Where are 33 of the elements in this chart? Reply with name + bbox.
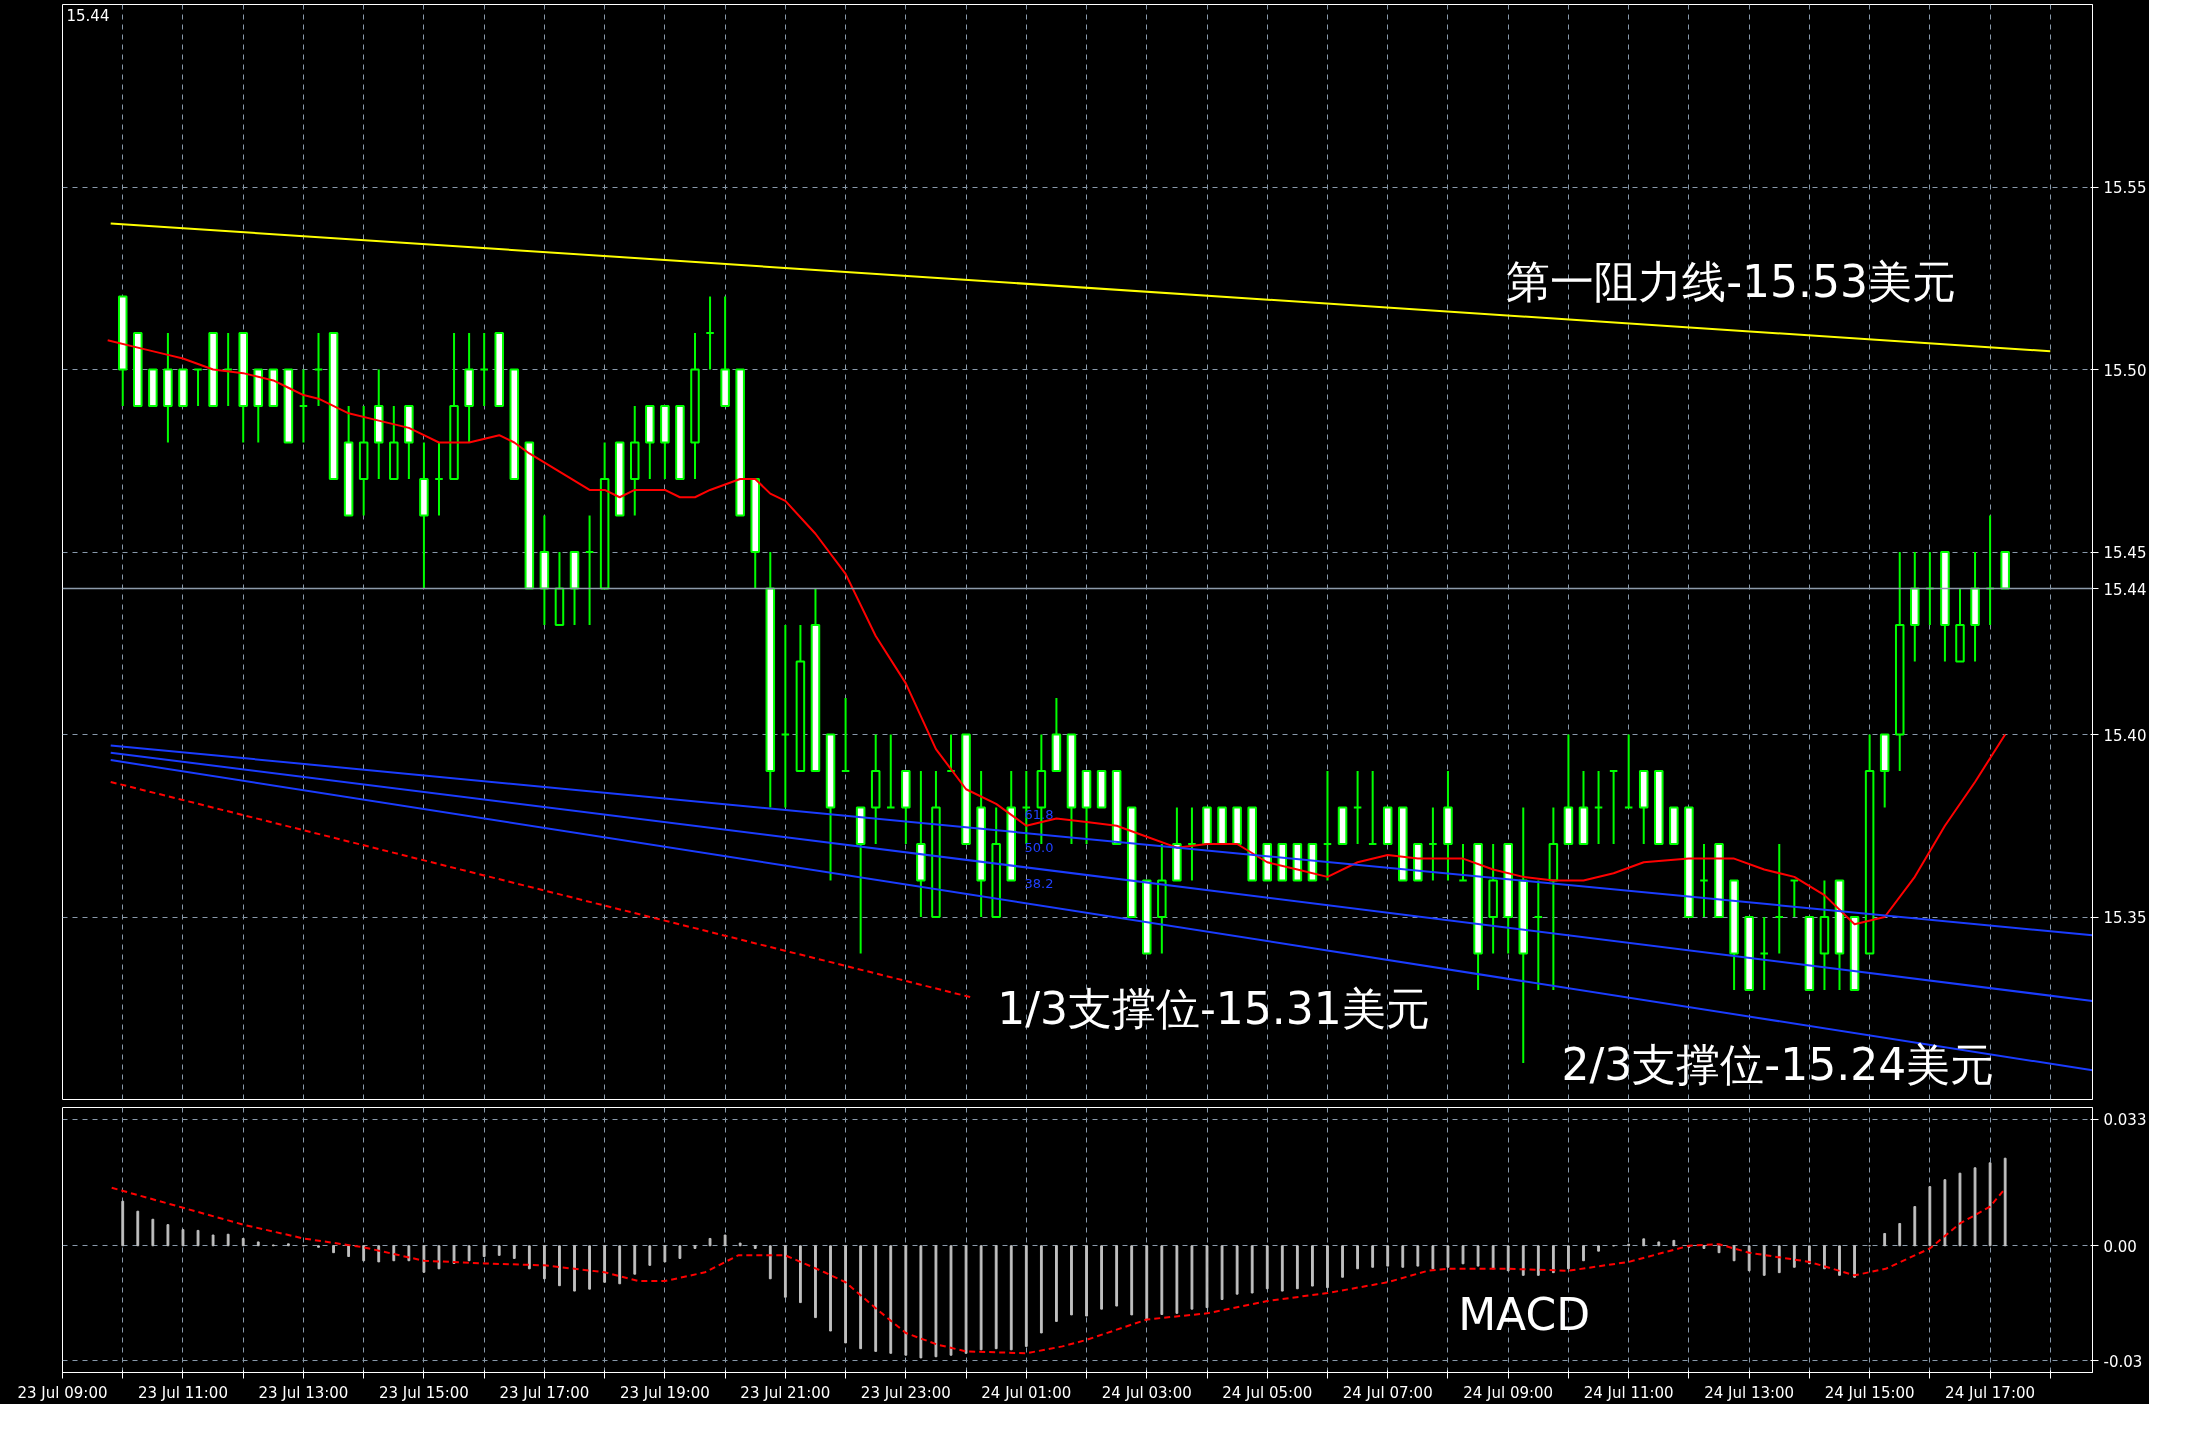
annotation: 38.2 xyxy=(1024,876,1054,892)
x-tick-label: 24 Jul 03:00 xyxy=(1101,1383,1192,1402)
y-tick-label: 0.033 xyxy=(2103,1111,2147,1130)
annotation: 50.0 xyxy=(1024,840,1054,856)
y-tick-label: 15.45 xyxy=(2103,544,2147,562)
x-tick-label: 24 Jul 07:00 xyxy=(1342,1383,1433,1402)
y-tick-label: 15.50 xyxy=(2103,361,2147,380)
x-tick-label: 23 Jul 23:00 xyxy=(860,1383,951,1402)
x-tick-label: 24 Jul 05:00 xyxy=(1222,1383,1313,1402)
x-tick-label: 24 Jul 17:00 xyxy=(1945,1383,2036,1402)
x-tick-label: 24 Jul 09:00 xyxy=(1463,1383,1554,1402)
x-tick-label: 23 Jul 17:00 xyxy=(499,1383,590,1402)
y-tick-label: 15.40 xyxy=(2103,726,2147,745)
y-tick-label: 0.00 xyxy=(2103,1237,2137,1256)
annotation: 第一阻力线-15.53美元 xyxy=(1506,256,1957,308)
x-tick-label: 23 Jul 21:00 xyxy=(740,1383,831,1402)
y-tick-label: 15.35 xyxy=(2103,909,2147,927)
x-tick-label: 23 Jul 09:00 xyxy=(17,1383,108,1402)
x-tick-label: 23 Jul 11:00 xyxy=(138,1383,228,1402)
x-tick-label: 24 Jul 01:00 xyxy=(981,1383,1072,1402)
x-tick-label: 24 Jul 13:00 xyxy=(1704,1383,1795,1402)
x-tick-label: 23 Jul 13:00 xyxy=(258,1383,349,1402)
x-tick-label: 23 Jul 19:00 xyxy=(619,1383,710,1402)
annotation: MACD xyxy=(1458,1288,1591,1340)
annotation: 1/3支撑位-15.31美元 xyxy=(997,983,1430,1035)
ref-line-label: 15.44 xyxy=(2103,580,2147,599)
y-tick-label: -0.03 xyxy=(2103,1352,2143,1371)
x-tick-label: 24 Jul 15:00 xyxy=(1824,1383,1915,1402)
x-tick-label: 23 Jul 15:00 xyxy=(378,1383,469,1402)
annotation: 2/3支撑位-15.24美元 xyxy=(1561,1038,1995,1090)
x-tick-label: 24 Jul 11:00 xyxy=(1583,1383,1674,1402)
y-tick-label: 15.55 xyxy=(2103,179,2147,197)
chart-title: 15.44 xyxy=(66,6,110,25)
